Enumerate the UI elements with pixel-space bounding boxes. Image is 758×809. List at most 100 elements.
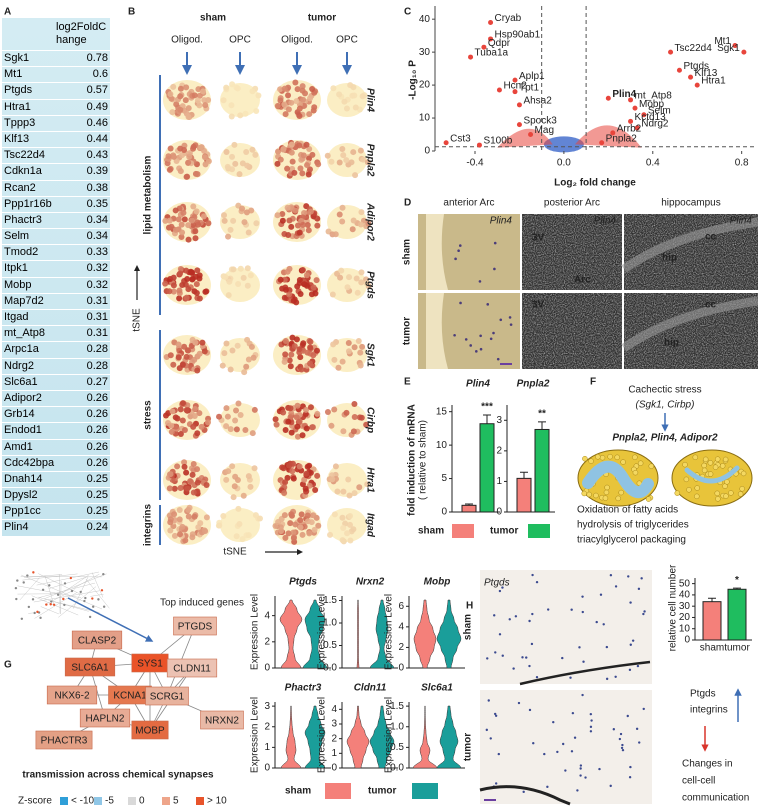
y-axis-label: Expression Level (317, 697, 328, 773)
y-tick-label: 10 (419, 113, 431, 124)
stain-dot (571, 711, 575, 715)
y-axis-label: Expression Level (250, 594, 261, 670)
fold-change: 0.32 (86, 262, 108, 275)
y-tick-label: 1 (331, 748, 337, 759)
gene-node (200, 710, 244, 730)
y-axis-label: Expression Level (384, 697, 395, 773)
stain-dot (581, 693, 584, 697)
stain-dot (479, 347, 483, 351)
legend-swatch (128, 797, 136, 805)
fold-change: 0.78 (86, 52, 108, 64)
mini-edge (19, 577, 40, 601)
gene-point (668, 49, 674, 55)
cell-dot (196, 92, 203, 99)
y-tick-label: 2 (331, 733, 337, 744)
cell-dot (285, 418, 292, 425)
stain-dot (614, 675, 617, 678)
cell-dot (225, 468, 232, 475)
cell-dot (307, 208, 314, 215)
stain-dot (637, 587, 641, 591)
cell-dot (242, 110, 249, 117)
stain-dot (532, 741, 535, 745)
membrane (582, 460, 654, 499)
y-tick-label: 2 (496, 445, 502, 456)
cell-dot (237, 265, 244, 272)
gene-point-label: Selm (648, 105, 671, 116)
stain-dot (531, 612, 534, 616)
fold-change: 0.34 (86, 230, 108, 243)
gene-point-label: Htra1 (701, 76, 726, 87)
stain-dot (508, 316, 512, 319)
cell-dot (351, 344, 358, 351)
lipid-bead (582, 455, 588, 462)
cell-dot (296, 276, 303, 283)
cell-dot (339, 204, 346, 211)
legend-label: 5 (173, 796, 179, 807)
cell-dot (304, 221, 311, 228)
cell-dot (285, 530, 292, 537)
mini-node (15, 597, 18, 601)
cell-dot (189, 534, 196, 541)
mini-edge (49, 576, 87, 589)
cell-dot (183, 84, 190, 91)
gene-node-label: SYS1 (137, 659, 163, 670)
gene-name: Mt1 (4, 68, 23, 81)
stain-dot (514, 615, 518, 618)
function-label: hydrolysis of triglycerides (577, 520, 689, 531)
cell-dot (223, 84, 230, 91)
cell-dot (290, 475, 297, 482)
mini-node (88, 615, 92, 619)
cell-dot (216, 522, 223, 529)
cell-dot (222, 273, 229, 280)
cell-dot (203, 482, 210, 489)
cell-dot (351, 401, 358, 408)
mini-edge (28, 612, 34, 614)
cell-dot (303, 406, 310, 413)
cell-dot (306, 111, 313, 118)
cell-dot (236, 171, 243, 178)
cell-dot (289, 468, 296, 475)
gene-node (64, 657, 116, 677)
stain-dot (546, 608, 550, 611)
fold-change: 0.31 (86, 294, 108, 307)
gene-name: mt_Atp8 (4, 327, 45, 340)
tsne-plot (163, 504, 211, 545)
gene-point-label: Spock3 (523, 115, 557, 126)
y-tick-label: 3 (496, 415, 502, 426)
violin (304, 705, 326, 769)
cell-dot (205, 220, 212, 227)
gene-point-label: Cst3 (450, 133, 471, 144)
gene-point (516, 102, 522, 108)
tsne-plot (220, 265, 260, 302)
cell-dot (309, 86, 316, 93)
x-tick-label: 0.8 (735, 158, 749, 169)
stain-dot (528, 708, 532, 712)
cell-dot (359, 93, 366, 100)
cell-dot (299, 87, 306, 94)
hippocampus-band (621, 296, 758, 352)
cell-dot (179, 282, 186, 289)
x-tick-label: 0.4 (646, 158, 660, 169)
cell-dot (167, 527, 174, 534)
table-row: Selm 0.34 (2, 229, 110, 246)
table-row: Cdkn1a 0.39 (2, 164, 110, 181)
stain-dot (618, 737, 622, 741)
stain-dot (636, 664, 640, 668)
mini-edge (37, 596, 89, 612)
mini-edge (60, 574, 89, 595)
cell-dot (192, 228, 199, 235)
cell-dot (334, 488, 341, 495)
cell-dot (223, 340, 230, 347)
gene-point (634, 125, 640, 131)
gene-point-label: Sgk1 (717, 43, 740, 54)
cell-dot (204, 419, 211, 426)
cell-dot (364, 159, 371, 166)
mini-node (56, 593, 60, 596)
cell-dot (357, 147, 364, 154)
cell-dot (292, 79, 299, 86)
cell-dot (178, 234, 185, 241)
fold-change: 0.35 (86, 197, 108, 210)
gene-label: Itgad (364, 513, 375, 538)
legend-swatch (196, 797, 204, 805)
fold-change: 0.46 (86, 116, 108, 129)
